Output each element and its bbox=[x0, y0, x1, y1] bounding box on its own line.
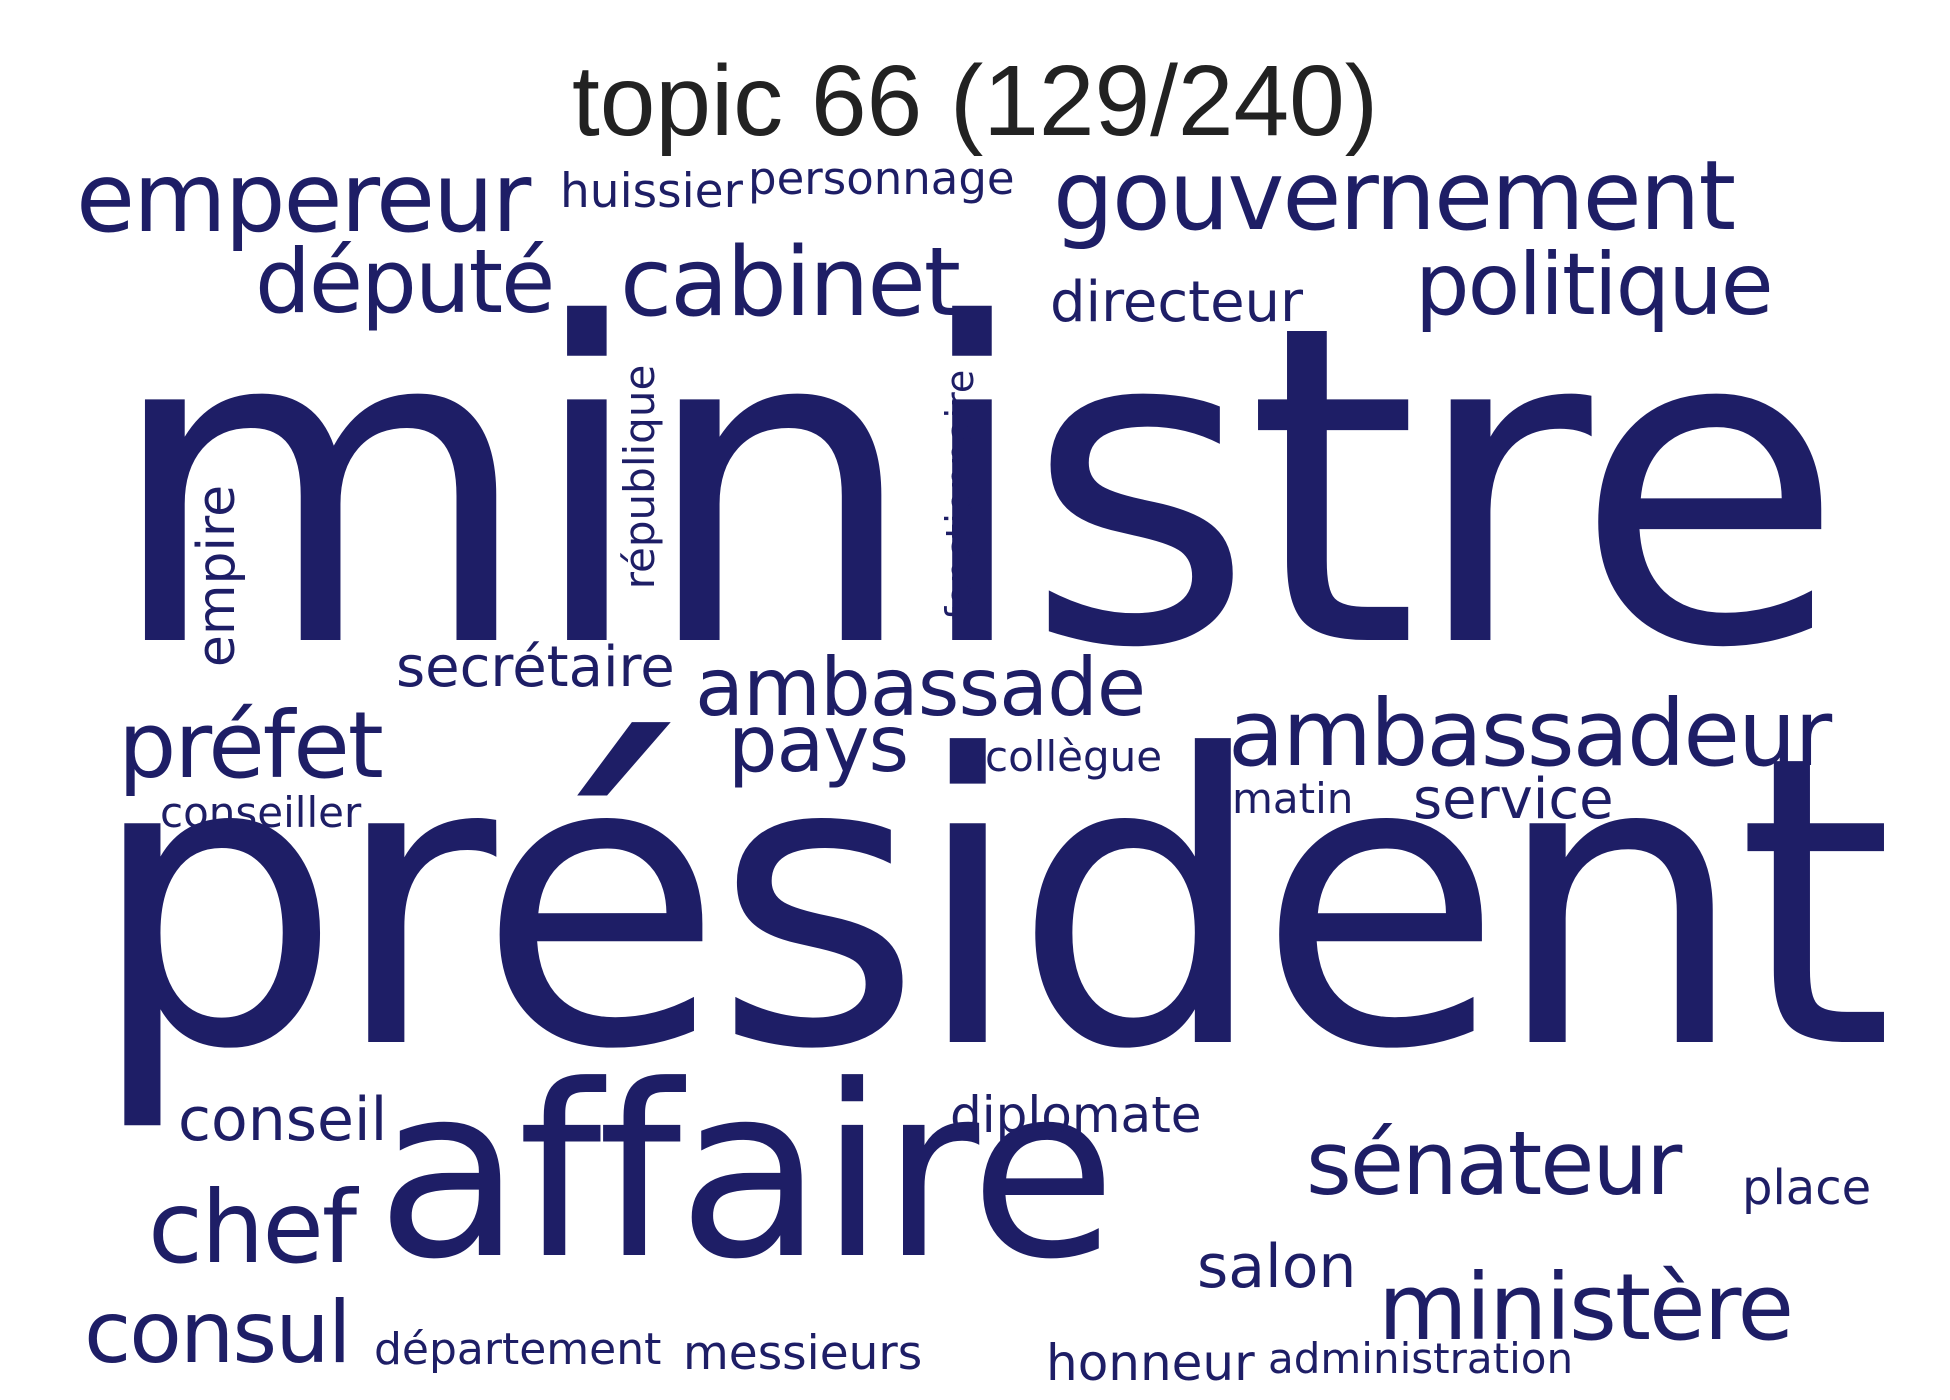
word-conseiller[interactable]: conseiller bbox=[160, 788, 362, 837]
word-service[interactable]: service bbox=[1413, 767, 1614, 832]
word-prefet[interactable]: préfet bbox=[118, 692, 384, 799]
word-empereur[interactable]: empereur bbox=[76, 142, 531, 254]
word-ministere[interactable]: ministère bbox=[1378, 1254, 1794, 1361]
word-fonctionnaire[interactable]: fonctionnaire bbox=[938, 369, 982, 621]
word-empire[interactable]: empire bbox=[187, 484, 247, 668]
word-administration[interactable]: administration bbox=[1268, 1334, 1574, 1383]
word-republique[interactable]: république bbox=[615, 364, 664, 590]
word-honneur[interactable]: honneur bbox=[1046, 1334, 1255, 1392]
word-conseil[interactable]: conseil bbox=[178, 1085, 388, 1155]
word-secretaire[interactable]: secrétaire bbox=[396, 635, 675, 700]
word-gouvernement[interactable]: gouvernement bbox=[1053, 140, 1736, 252]
word-senateur[interactable]: sénateur bbox=[1306, 1112, 1682, 1215]
word-ambassadeur[interactable]: ambassadeur bbox=[1228, 680, 1832, 787]
word-consul[interactable]: consul bbox=[84, 1283, 352, 1383]
word-salon[interactable]: salon bbox=[1197, 1232, 1357, 1302]
word-ambassade[interactable]: ambassade bbox=[695, 641, 1146, 734]
word-pays[interactable]: pays bbox=[728, 700, 909, 790]
word-collegue[interactable]: collègue bbox=[985, 732, 1163, 781]
word-affaire[interactable]: affaire bbox=[376, 1035, 1116, 1312]
word-depute[interactable]: député bbox=[255, 230, 555, 333]
word-place[interactable]: place bbox=[1742, 1160, 1872, 1216]
word-messieurs[interactable]: messieurs bbox=[683, 1326, 923, 1381]
word-departement[interactable]: département bbox=[374, 1324, 662, 1375]
word-ministre[interactable]: ministre bbox=[105, 232, 1845, 744]
word-diplomate[interactable]: diplomate bbox=[950, 1086, 1202, 1144]
word-directeur[interactable]: directeur bbox=[1050, 270, 1304, 335]
word-cabinet[interactable]: cabinet bbox=[620, 228, 961, 338]
word-personnage[interactable]: personnage bbox=[748, 152, 1015, 205]
chart-title: topic 66 (129/240) bbox=[571, 45, 1379, 157]
word-politique[interactable]: politique bbox=[1415, 235, 1774, 335]
word-matin[interactable]: matin bbox=[1232, 774, 1354, 823]
word-huissier[interactable]: huissier bbox=[560, 164, 743, 219]
word-chef[interactable]: chef bbox=[148, 1169, 357, 1286]
word-president[interactable]: président bbox=[88, 672, 1894, 1137]
